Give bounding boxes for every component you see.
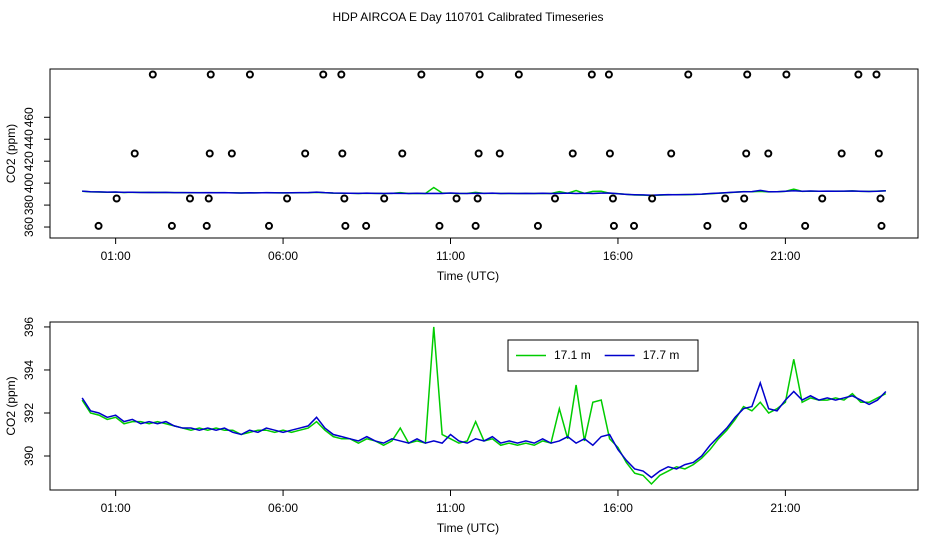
flag-point [204, 194, 213, 203]
flag-point [876, 194, 885, 203]
flag-point [609, 221, 618, 230]
flag-point [227, 149, 236, 158]
flag-point [874, 149, 883, 158]
y-tick-label: 360 [22, 217, 36, 237]
x-axis-label: Time (UTC) [437, 521, 499, 535]
y-tick-label: 396 [22, 317, 36, 337]
flag-point [94, 221, 103, 230]
flag-point [283, 194, 292, 203]
x-tick-label: 11:00 [436, 501, 465, 515]
flag-point [604, 70, 613, 79]
legend: 17.1 m 17.7 m [507, 339, 699, 372]
flag-point [667, 149, 676, 158]
plot-area [81, 326, 887, 486]
y-tick-label: 380 [22, 195, 36, 215]
plot-frame [49, 321, 919, 491]
flag-point [340, 194, 349, 203]
panel: 01:00 06:00 11:00 16:00 21:00 390 392 394 396 Tim… [4, 317, 919, 535]
flag-point [782, 70, 791, 79]
flag-point [514, 70, 523, 79]
flag-point [265, 221, 274, 230]
series-line [81, 326, 887, 486]
flag-point [740, 194, 749, 203]
flag-point [417, 70, 426, 79]
flag-point [818, 194, 827, 203]
y-tick-label: 390 [22, 446, 36, 466]
flag-point [739, 221, 748, 230]
flag-point [148, 70, 157, 79]
flag-point [112, 194, 121, 203]
flag-point [837, 149, 846, 158]
panel: 01:00 06:00 11:00 16:00 21:00 360 380 400 420 440… [4, 68, 919, 283]
flag-point [605, 149, 614, 158]
flag-point [801, 221, 810, 230]
y-tick-label: 392 [22, 403, 36, 423]
flag-point [742, 149, 751, 158]
flag-point [703, 221, 712, 230]
flag-point [630, 221, 639, 230]
legend-label: 17.7 m [643, 348, 680, 362]
flag-point [206, 70, 215, 79]
flag-point [167, 221, 176, 230]
x-tick-label: 01:00 [101, 501, 131, 515]
x-tick-label: 16:00 [603, 249, 633, 263]
series-line [82, 189, 886, 196]
x-tick-label: 06:00 [268, 249, 298, 263]
y-tick-label: 420 [22, 151, 36, 171]
plot-area [82, 70, 886, 230]
flag-point [452, 194, 461, 203]
flag-point [202, 221, 211, 230]
flag-point [130, 149, 139, 158]
flag-point [684, 70, 693, 79]
flag-point [648, 194, 657, 203]
flag-point [475, 70, 484, 79]
flag-point [435, 221, 444, 230]
flag-point [568, 149, 577, 158]
flag-point [721, 194, 730, 203]
x-tick-label: 21:00 [770, 249, 800, 263]
y-tick-label: 400 [22, 173, 36, 193]
flag-point [471, 221, 480, 230]
legend-label: 17.1 m [554, 348, 591, 362]
flag-point [743, 70, 752, 79]
figure-title: HDP AIRCOA E Day 110701 Calibrated Times… [332, 10, 603, 24]
flag-point [205, 149, 214, 158]
y-axis-label: CO2 (ppm) [4, 376, 18, 435]
flag-point [338, 149, 347, 158]
x-axis-label: Time (UTC) [437, 269, 499, 283]
flag-point [301, 149, 310, 158]
series-line [81, 380, 887, 479]
flag-point [337, 70, 346, 79]
plot-frame [49, 68, 919, 239]
y-tick-label: 394 [22, 360, 36, 380]
flag-point [872, 70, 881, 79]
flag-point [341, 221, 350, 230]
flag-point [474, 149, 483, 158]
flag-point [380, 194, 389, 203]
y-axis-label: CO2 (ppm) [4, 124, 18, 183]
flag-point [398, 149, 407, 158]
flag-point [550, 194, 559, 203]
x-tick-label: 01:00 [101, 249, 131, 263]
y-tick-label: 460 [22, 107, 36, 127]
flag-point [877, 221, 886, 230]
y-tick-label: 440 [22, 129, 36, 149]
x-tick-label: 06:00 [268, 501, 298, 515]
x-tick-label: 21:00 [770, 501, 800, 515]
flag-point [362, 221, 371, 230]
flag-point [319, 70, 328, 79]
flag-point [245, 70, 254, 79]
flag-point [608, 194, 617, 203]
flag-point [495, 149, 504, 158]
flag-point [587, 70, 596, 79]
x-tick-label: 16:00 [603, 501, 633, 515]
flag-point [764, 149, 773, 158]
flag-point [473, 194, 482, 203]
flag-point [533, 221, 542, 230]
flag-point [185, 194, 194, 203]
x-tick-label: 11:00 [436, 249, 465, 263]
flag-point [854, 70, 863, 79]
